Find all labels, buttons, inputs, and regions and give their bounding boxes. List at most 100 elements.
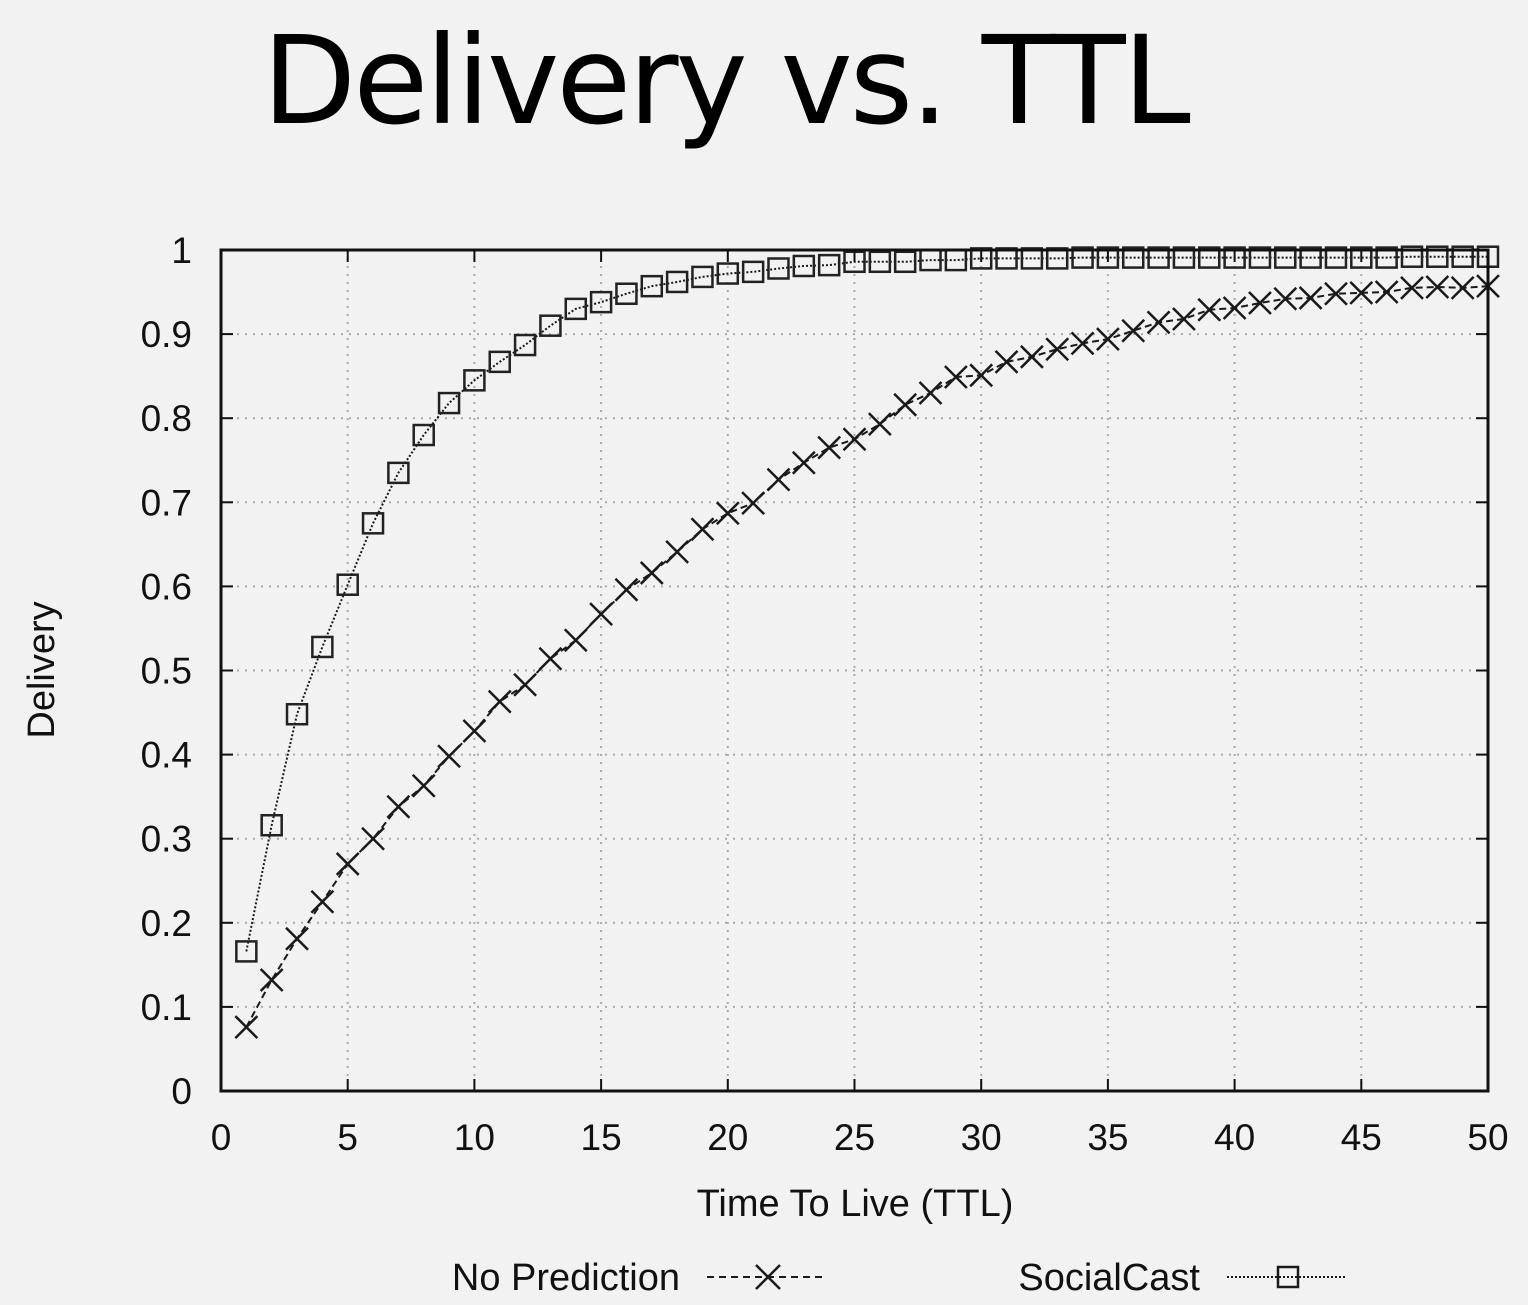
x-tick-label: 45 [1341, 1117, 1382, 1158]
square-marker-icon [412, 423, 435, 447]
square-marker-icon [1451, 245, 1474, 268]
square-marker-icon [1400, 245, 1424, 268]
x-marker-icon [1121, 318, 1146, 343]
square-marker-icon [361, 512, 385, 535]
square-marker-icon [1426, 245, 1449, 268]
x-marker-icon [361, 826, 385, 851]
x-marker-icon [285, 926, 309, 951]
square-marker-icon [767, 257, 790, 280]
square-marker-icon [311, 635, 334, 659]
x-marker-icon [234, 1015, 259, 1039]
x-marker-icon [943, 365, 968, 389]
square-marker-icon [969, 247, 993, 270]
series-socialcast [235, 245, 1500, 963]
x-marker-icon [538, 646, 563, 671]
square-marker-icon [1147, 246, 1170, 269]
square-marker-icon [589, 290, 613, 314]
x-marker-icon [335, 852, 360, 876]
square-marker-icon [615, 282, 638, 305]
x-tick-label: 40 [1214, 1117, 1255, 1158]
y-tick-label: 0.9 [141, 314, 192, 355]
x-axis-label: Time To Live (TTL) [697, 1183, 1014, 1225]
square-marker-icon [1071, 246, 1094, 269]
square-marker-icon [893, 250, 917, 274]
x-tick-label: 50 [1467, 1117, 1508, 1158]
square-marker-icon [868, 250, 892, 274]
x-tick-label: 20 [707, 1117, 748, 1158]
x-marker-icon [1298, 286, 1323, 310]
y-tick-label: 0 [171, 1071, 192, 1112]
x-marker-icon [1400, 275, 1424, 300]
square-marker-icon [1276, 1265, 1300, 1289]
square-marker-icon [1223, 246, 1246, 269]
x-marker-icon [259, 968, 284, 992]
x-tick-label: 15 [581, 1117, 622, 1158]
y-tick-label: 0.5 [141, 651, 192, 692]
y-tick-label: 0.2 [141, 903, 192, 944]
x-marker-icon [665, 540, 690, 564]
x-marker-icon [437, 744, 461, 769]
square-marker-icon [260, 813, 283, 837]
legend-swatch-socialcast [1227, 1265, 1346, 1289]
x-marker-icon [1197, 297, 1222, 322]
x-marker-icon [1096, 327, 1120, 352]
x-marker-icon [310, 889, 335, 914]
x-marker-icon [1324, 281, 1348, 306]
x-marker-icon [842, 427, 867, 452]
x-tick-label: 0 [211, 1117, 232, 1158]
x-tick-label: 10 [454, 1117, 495, 1158]
square-marker-icon [1096, 246, 1120, 269]
x-marker-icon [817, 435, 842, 460]
x-marker-icon [791, 450, 816, 475]
square-marker-icon [716, 262, 740, 285]
x-marker-icon [918, 381, 943, 405]
x-tick-label: 30 [961, 1117, 1002, 1158]
y-tick-label: 0.3 [141, 819, 192, 860]
y-tick-label: 0.6 [141, 566, 192, 607]
y-tick-label: 1 [171, 230, 192, 271]
square-marker-icon [437, 391, 461, 415]
square-marker-icon [513, 333, 537, 357]
x-marker-icon [487, 689, 512, 714]
x-marker-icon [589, 602, 613, 627]
slide-title: Delivery vs. TTL [262, 10, 1190, 152]
square-marker-icon [1121, 246, 1145, 269]
square-marker-icon [665, 270, 689, 294]
x-marker-icon [741, 491, 766, 516]
square-marker-icon [1172, 246, 1196, 269]
series-no-prediction [234, 274, 1500, 1039]
square-marker-icon [1248, 246, 1272, 269]
legend: No Prediction SocialCast [452, 1257, 1346, 1299]
y-tick-label: 0.8 [141, 398, 192, 439]
square-marker-icon [1299, 246, 1322, 269]
y-axis-label: Delivery [21, 601, 63, 738]
x-marker-icon [1450, 275, 1475, 300]
axis-ticks: 0 5 10 15 20 25 30 35 40 45 50 0 0.1 0.2 0.3 0.4 0.5 0.6 0… [141, 230, 1509, 1158]
x-marker-icon [513, 672, 537, 697]
x-marker-icon [690, 517, 715, 542]
square-marker-icon [235, 940, 258, 963]
x-marker-icon [563, 628, 588, 653]
square-marker-icon [285, 702, 309, 726]
x-marker-icon [462, 719, 487, 743]
x-marker-icon [1146, 310, 1171, 335]
grid-lines [221, 250, 1488, 1091]
legend-label-no-prediction: No Prediction [452, 1257, 680, 1299]
x-marker-icon [411, 773, 436, 798]
y-tick-label: 0.7 [141, 482, 192, 523]
x-marker-icon [1172, 307, 1196, 331]
square-marker-icon [817, 253, 841, 277]
square-marker-icon [995, 247, 1018, 270]
y-tick-label: 0.1 [141, 987, 192, 1028]
square-marker-icon [1324, 246, 1348, 269]
square-marker-icon [336, 573, 359, 596]
series-group [234, 245, 1500, 1039]
square-marker-icon [1045, 247, 1069, 270]
x-marker-icon [1425, 275, 1450, 299]
x-marker-icon [386, 794, 411, 819]
x-tick-label: 25 [834, 1117, 875, 1158]
square-marker-icon [1020, 247, 1044, 270]
x-tick-label: 5 [337, 1117, 358, 1158]
x-marker-icon [1070, 331, 1095, 356]
square-marker-icon [1198, 246, 1221, 269]
